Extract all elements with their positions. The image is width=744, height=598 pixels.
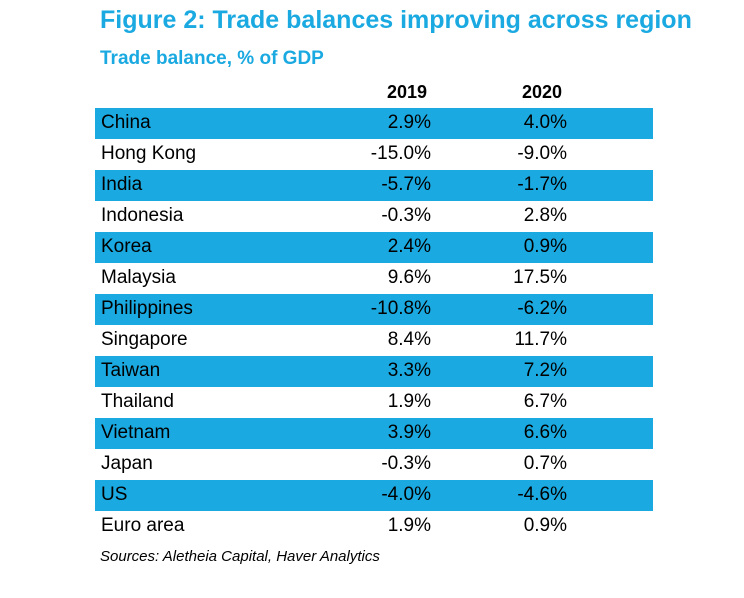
- cell-2019: 3.9%: [387, 422, 431, 443]
- row-label: Malaysia: [101, 267, 176, 288]
- cell-2020: -4.6%: [517, 484, 567, 505]
- cell-2019: 1.9%: [387, 391, 431, 412]
- row-label: Hong Kong: [101, 143, 197, 164]
- cell-2020: 2.8%: [523, 205, 567, 226]
- table-row: US -4.0% -4.6%: [95, 480, 653, 511]
- table-row: Korea 2.4% 0.9%: [95, 232, 653, 263]
- cell-2020: -6.2%: [517, 298, 567, 319]
- row-label: China: [101, 112, 151, 133]
- cell-2020: -1.7%: [517, 174, 567, 195]
- cell-2020: 0.9%: [523, 236, 567, 257]
- table-row: Japan -0.3% 0.7%: [95, 449, 653, 480]
- row-label: US: [101, 484, 128, 505]
- cell-2020: 11.7%: [514, 329, 567, 350]
- cell-2019: 1.9%: [387, 515, 431, 536]
- cell-2019: -10.8%: [370, 298, 431, 319]
- row-label: Japan: [101, 453, 153, 474]
- cell-2020: 4.0%: [523, 112, 567, 133]
- cell-2019: 8.4%: [387, 329, 431, 350]
- row-label: Indonesia: [101, 205, 184, 226]
- table-row: China 2.9% 4.0%: [95, 108, 653, 139]
- cell-2019: -5.7%: [381, 174, 431, 195]
- cell-2019: -4.0%: [381, 484, 431, 505]
- cell-2020: 0.9%: [523, 515, 567, 536]
- source-note: Sources: Aletheia Capital, Haver Analyti…: [100, 548, 380, 565]
- cell-2019: 2.4%: [387, 236, 431, 257]
- table-row: Philippines -10.8% -6.2%: [95, 294, 653, 325]
- row-label: Thailand: [101, 391, 174, 412]
- cell-2020: 6.6%: [523, 422, 567, 443]
- chart-title: Figure 2: Trade balances improving acros…: [100, 6, 692, 34]
- cell-2020: 17.5%: [513, 267, 567, 288]
- table-row: Euro area 1.9% 0.9%: [95, 511, 653, 542]
- table-row: Indonesia -0.3% 2.8%: [95, 201, 653, 232]
- cell-2019: -15.0%: [370, 143, 431, 164]
- column-header-2020: 2020: [521, 82, 562, 102]
- table-row: Taiwan 3.3% 7.2%: [95, 356, 653, 387]
- cell-2019: 3.3%: [387, 360, 431, 381]
- table-body: China 2.9% 4.0% Hong Kong -15.0% -9.0% India -5…: [95, 108, 653, 542]
- cell-2020: 6.7%: [523, 391, 567, 412]
- chart-subtitle: Trade balance, % of GDP: [100, 48, 324, 69]
- data-table: 2019 2020 China 2.9% 4.0% Hong Kong -15.0% -9…: [95, 80, 653, 542]
- row-label: Singapore: [101, 329, 188, 350]
- row-label: Korea: [101, 236, 152, 257]
- cell-2020: 7.2%: [523, 360, 567, 381]
- table-row: India -5.7% -1.7%: [95, 170, 653, 201]
- column-header-2019: 2019: [386, 82, 427, 102]
- cell-2019: -0.3%: [381, 453, 431, 474]
- table-row: Vietnam 3.9% 6.6%: [95, 418, 653, 449]
- table-row: Thailand 1.9% 6.7%: [95, 387, 653, 418]
- cell-2019: 9.6%: [387, 267, 431, 288]
- table-header: 2019 2020: [95, 80, 653, 108]
- row-label: India: [101, 174, 143, 195]
- table-row: Singapore 8.4% 11.7%: [95, 325, 653, 356]
- cell-2020: -9.0%: [517, 143, 567, 164]
- row-label: Taiwan: [101, 360, 161, 381]
- row-label: Vietnam: [101, 422, 171, 443]
- row-label: Euro area: [101, 515, 185, 536]
- cell-2019: 2.9%: [387, 112, 431, 133]
- cell-2020: 0.7%: [523, 453, 567, 474]
- table-row: Malaysia 9.6% 17.5%: [95, 263, 653, 294]
- cell-2019: -0.3%: [381, 205, 431, 226]
- row-label: Philippines: [101, 298, 193, 319]
- table-row: Hong Kong -15.0% -9.0%: [95, 139, 653, 170]
